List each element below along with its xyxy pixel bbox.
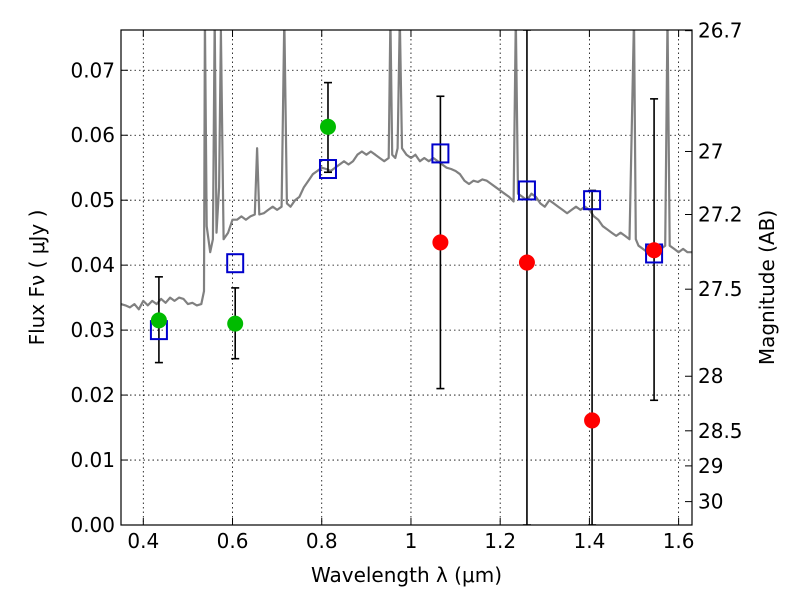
- right-tick-label: 30: [698, 490, 723, 514]
- y-tick-label: 0.07: [70, 58, 115, 82]
- right-axis-ticks: 26.7 27 27.2 27.5 28 28.5 29 30: [685, 19, 743, 514]
- x-axis-label: Wavelength λ (μm): [311, 563, 502, 587]
- model-flux-square: [583, 190, 602, 211]
- dropout-point: [518, 254, 535, 271]
- x-tick-label: 0.8: [306, 529, 338, 553]
- x-axis-ticks: 0.4 0.6 0.8 1 1.2 1.4 1.6: [127, 30, 695, 553]
- right-tick-label: 28: [698, 364, 723, 388]
- y-axis-label-left: Flux Fν ( μJy ): [25, 210, 49, 346]
- detection-point: [227, 315, 244, 332]
- y-tick-label: 0.04: [70, 253, 115, 277]
- model-flux-square: [517, 180, 536, 201]
- dropout-point: [584, 412, 601, 429]
- y-tick-label: 0.03: [70, 318, 115, 342]
- dropout-point: [646, 242, 663, 259]
- plot-area: [121, 30, 692, 525]
- right-tick-label: 28.5: [698, 419, 743, 443]
- x-tick-label: 1.6: [663, 529, 695, 553]
- x-tick-label: 0.4: [127, 529, 159, 553]
- dropout-point: [432, 234, 449, 251]
- detection-point: [150, 312, 167, 329]
- model-flux-square: [318, 159, 337, 180]
- model-flux-square: [431, 143, 450, 164]
- model-spectrum-line: [121, 30, 692, 311]
- y-tick-label: 0.06: [70, 123, 115, 147]
- x-tick-label: 1.4: [573, 529, 605, 553]
- y-tick-label: 0.00: [70, 513, 115, 537]
- data-marks: [149, 30, 664, 525]
- x-tick-label: 0.6: [217, 529, 249, 553]
- axes-frame: [120, 29, 693, 526]
- x-tick-label: 1: [405, 529, 418, 553]
- model-flux-square: [226, 253, 245, 274]
- right-tick-label: 26.7: [698, 19, 743, 43]
- spectrum: [121, 30, 692, 311]
- y-axis-label-right: Magnitude (AB): [755, 210, 779, 365]
- right-tick-label: 27.2: [698, 202, 743, 226]
- y-tick-label: 0.05: [70, 188, 115, 212]
- y-axis-ticks: 0.00 0.01 0.02 0.03 0.04 0.05 0.06 0.07: [70, 58, 128, 537]
- right-tick-label: 27: [698, 139, 723, 163]
- right-tick-label: 27.5: [698, 277, 743, 301]
- y-tick-label: 0.02: [70, 383, 115, 407]
- y-tick-label: 0.01: [70, 448, 115, 472]
- x-tick-label: 1.2: [484, 529, 516, 553]
- right-tick-label: 29: [698, 454, 723, 478]
- detection-point: [319, 118, 336, 135]
